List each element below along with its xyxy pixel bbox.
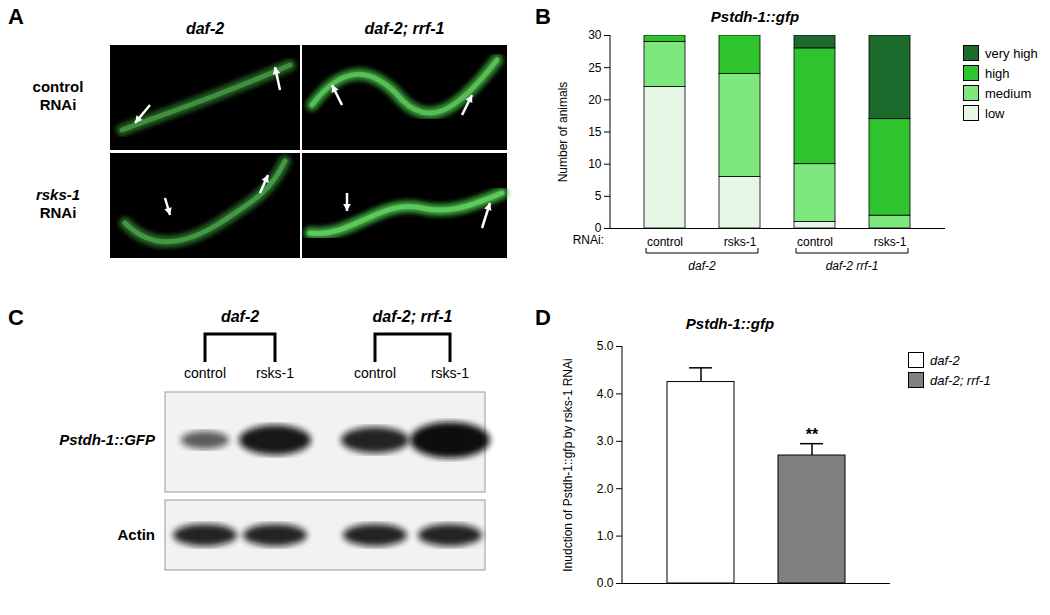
svg-text:daf-2 rrf-1: daf-2 rrf-1 xyxy=(826,259,879,273)
html-text:C: C xyxy=(8,305,24,330)
html-text:daf-2; rrf-1: daf-2; rrf-1 xyxy=(930,372,991,388)
svg-text:2.0: 2.0 xyxy=(597,482,614,496)
html-text:B: B xyxy=(535,4,551,29)
svg-text:rsks-1: rsks-1 xyxy=(874,235,907,249)
html-text:Pstdh-1::gfp: Pstdh-1::gfp xyxy=(710,8,800,25)
svg-text:control: control xyxy=(647,235,683,249)
svg-text:10: 10 xyxy=(588,157,602,171)
svg-text:rsks-1RNAi: rsks-1RNAi xyxy=(36,186,80,221)
html-text:D: D xyxy=(535,305,551,330)
svg-text:rsks-1: rsks-1 xyxy=(724,235,757,249)
svg-text:daf-2; rrf-1: daf-2; rrf-1 xyxy=(364,20,444,37)
svg-text:0.0: 0.0 xyxy=(597,576,614,590)
html-text:very high: very high xyxy=(985,45,1038,61)
svg-text:4.0: 4.0 xyxy=(597,387,614,401)
html-text:high: high xyxy=(985,65,1010,81)
html-text:Pstdh-1::gfp: Pstdh-1::gfp xyxy=(685,315,775,332)
svg-text:control: control xyxy=(797,235,833,249)
svg-text:daf-2: daf-2 xyxy=(688,259,716,273)
svg-text:control: control xyxy=(184,365,226,381)
svg-text:daf-2: daf-2 xyxy=(221,308,259,325)
svg-text:Inudction of Pstdh-1::gfp by r: Inudction of Pstdh-1::gfp by rsks-1 RNAi xyxy=(561,358,575,571)
svg-text:daf-2: daf-2 xyxy=(186,20,224,37)
svg-text:Actin: Actin xyxy=(118,526,156,543)
svg-text:3.0: 3.0 xyxy=(597,434,614,448)
svg-text:rsks-1: rsks-1 xyxy=(256,365,294,381)
svg-text:control: control xyxy=(354,365,396,381)
html-text:daf-2: daf-2 xyxy=(930,352,960,368)
svg-text:5: 5 xyxy=(595,189,602,203)
svg-text:controlRNAi: controlRNAi xyxy=(33,78,84,113)
svg-text:15: 15 xyxy=(588,125,602,139)
svg-text:rsks-1: rsks-1 xyxy=(431,365,469,381)
svg-text:RNAi:: RNAi: xyxy=(573,233,604,247)
svg-text:Number of animals: Number of animals xyxy=(556,82,570,183)
svg-text:1.0: 1.0 xyxy=(597,529,614,543)
svg-text:20: 20 xyxy=(588,93,602,107)
svg-text:Pstdh-1::GFP: Pstdh-1::GFP xyxy=(59,431,156,448)
svg-text:daf-2; rrf-1: daf-2; rrf-1 xyxy=(372,308,452,325)
html-text:A: A xyxy=(8,4,24,29)
svg-text:0: 0 xyxy=(594,221,602,236)
svg-text:30: 30 xyxy=(588,28,602,42)
html-text:low: low xyxy=(985,105,1005,121)
svg-text:5.0: 5.0 xyxy=(597,339,614,353)
svg-text:**: ** xyxy=(806,426,819,443)
html-text:medium: medium xyxy=(985,85,1032,101)
svg-text:25: 25 xyxy=(588,61,602,75)
